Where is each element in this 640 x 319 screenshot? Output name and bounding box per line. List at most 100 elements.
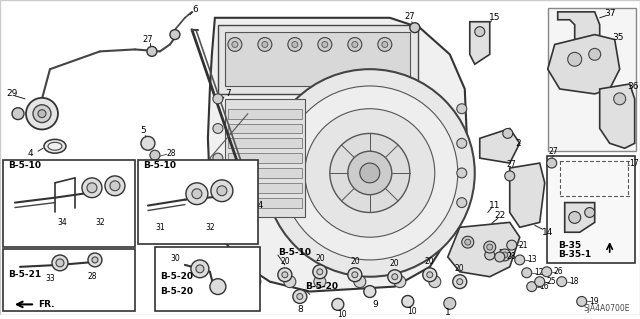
Text: 20: 20	[455, 264, 465, 273]
Bar	[225, 32, 410, 86]
Bar	[228, 153, 302, 163]
Circle shape	[568, 52, 582, 66]
Circle shape	[499, 249, 511, 261]
Text: B-5-20: B-5-20	[305, 282, 338, 291]
Circle shape	[213, 123, 223, 133]
Polygon shape	[564, 203, 595, 232]
Bar	[228, 198, 302, 208]
Circle shape	[150, 150, 160, 160]
Circle shape	[33, 105, 51, 122]
Text: 16: 16	[539, 282, 548, 291]
Bar	[3, 249, 135, 311]
Circle shape	[589, 48, 601, 60]
Circle shape	[452, 275, 467, 289]
Circle shape	[112, 191, 116, 195]
Bar	[218, 25, 418, 94]
Circle shape	[26, 98, 58, 130]
Circle shape	[186, 183, 208, 204]
Text: 11: 11	[489, 201, 500, 210]
Text: 10: 10	[407, 307, 417, 316]
Text: 20: 20	[350, 257, 360, 266]
Bar	[228, 123, 302, 133]
Circle shape	[88, 253, 102, 267]
Circle shape	[213, 212, 223, 222]
Text: 28: 28	[166, 149, 175, 158]
Circle shape	[547, 158, 557, 168]
Circle shape	[141, 137, 155, 150]
Bar	[225, 99, 305, 218]
Circle shape	[249, 276, 261, 288]
Circle shape	[228, 38, 242, 51]
Circle shape	[515, 255, 525, 265]
Circle shape	[577, 296, 587, 306]
Circle shape	[191, 260, 209, 278]
Circle shape	[484, 241, 496, 253]
Circle shape	[332, 299, 344, 310]
Circle shape	[487, 244, 493, 250]
Circle shape	[394, 276, 406, 288]
Circle shape	[38, 110, 46, 118]
Circle shape	[305, 109, 435, 237]
Text: 5: 5	[140, 126, 146, 135]
Circle shape	[147, 47, 157, 56]
Ellipse shape	[44, 139, 66, 153]
Circle shape	[585, 208, 595, 218]
Text: SJA4A0700E: SJA4A0700E	[583, 304, 630, 313]
Text: 1: 1	[445, 308, 451, 317]
Circle shape	[210, 279, 226, 294]
Circle shape	[211, 180, 233, 202]
Circle shape	[98, 177, 102, 181]
Circle shape	[330, 133, 410, 212]
Circle shape	[282, 86, 458, 260]
Text: 24: 24	[252, 201, 264, 210]
Text: 17: 17	[629, 159, 639, 167]
Bar	[155, 247, 260, 311]
Circle shape	[569, 211, 580, 223]
Text: B-5-21: B-5-21	[8, 270, 41, 279]
Text: 27: 27	[143, 35, 153, 44]
Text: 32: 32	[205, 223, 214, 232]
Circle shape	[91, 179, 95, 183]
Text: B-35-1: B-35-1	[557, 250, 591, 259]
Circle shape	[352, 272, 358, 278]
Circle shape	[56, 259, 64, 267]
Circle shape	[423, 268, 436, 282]
Circle shape	[354, 276, 366, 288]
Text: 26: 26	[554, 267, 564, 276]
Text: 32: 32	[95, 218, 105, 227]
Polygon shape	[548, 34, 620, 94]
Circle shape	[317, 269, 323, 275]
Text: 20: 20	[315, 255, 324, 263]
Ellipse shape	[75, 166, 89, 174]
Bar	[228, 183, 302, 193]
Circle shape	[457, 232, 467, 242]
Circle shape	[105, 203, 109, 207]
Circle shape	[457, 104, 467, 114]
Text: 30: 30	[170, 255, 180, 263]
Circle shape	[98, 204, 102, 209]
Text: 20: 20	[425, 257, 435, 266]
Circle shape	[265, 69, 475, 277]
Circle shape	[288, 38, 302, 51]
Circle shape	[284, 276, 296, 288]
Circle shape	[392, 274, 398, 280]
Ellipse shape	[70, 163, 94, 177]
Circle shape	[278, 268, 292, 282]
Circle shape	[87, 183, 97, 193]
Text: 21: 21	[519, 241, 529, 249]
Text: 27: 27	[549, 147, 559, 156]
Circle shape	[462, 236, 474, 248]
Circle shape	[410, 23, 420, 33]
Circle shape	[217, 186, 227, 196]
Circle shape	[86, 184, 90, 188]
Text: B-5-20: B-5-20	[160, 287, 193, 296]
Circle shape	[213, 153, 223, 163]
Circle shape	[364, 286, 376, 298]
Circle shape	[232, 41, 238, 48]
Ellipse shape	[48, 142, 62, 150]
Text: B-35: B-35	[557, 241, 581, 249]
Circle shape	[84, 191, 88, 195]
Circle shape	[475, 27, 484, 37]
Circle shape	[348, 268, 362, 282]
Circle shape	[52, 255, 68, 271]
